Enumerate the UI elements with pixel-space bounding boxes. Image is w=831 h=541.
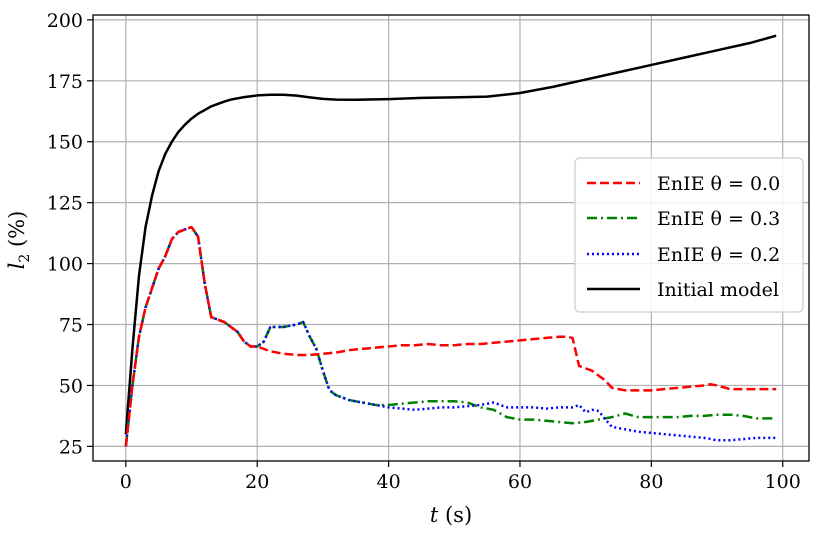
- x-tick-label: 0: [120, 471, 132, 493]
- y-tick-label: 100: [47, 254, 83, 276]
- y-tick-label: 125: [47, 193, 83, 215]
- x-axis-label: t (s): [430, 503, 472, 527]
- x-tick-label: 40: [377, 471, 401, 493]
- y-tick-label: 50: [59, 375, 83, 397]
- y-tick-label: 75: [59, 315, 83, 337]
- y-tick-label: 200: [47, 10, 83, 32]
- ticks: [87, 19, 784, 467]
- legend-label-1: EnIE θ = 0.3: [657, 208, 780, 230]
- legend-label-2: EnIE θ = 0.2: [657, 244, 780, 266]
- y-axis-label: l2 (%): [5, 211, 33, 270]
- legend-label-3: Initial model: [657, 279, 779, 301]
- legend-box: [574, 157, 804, 313]
- y-tick-label: 175: [47, 71, 83, 93]
- x-tick-label: 80: [639, 471, 663, 493]
- plot-frame: [92, 14, 810, 462]
- x-tick-label: 100: [765, 471, 801, 493]
- series-line-3: [124, 34, 777, 435]
- tick-labels: 0 20 40 60 80 100 25 50 75 100 125 150 175 200: [47, 10, 801, 493]
- y-tick-label: 150: [47, 132, 83, 154]
- legend-label-0: EnIE θ = 0.0: [657, 173, 780, 195]
- series-line-1: [124, 225, 777, 447]
- series-group: [124, 34, 777, 447]
- y-tick-label: 25: [59, 436, 83, 458]
- series-line-0: [124, 225, 777, 447]
- x-tick-label: 60: [508, 471, 532, 493]
- x-tick-label: 20: [245, 471, 269, 493]
- legend: EnIE θ = 0.0 EnIE θ = 0.3 EnIE θ = 0.2 I…: [574, 157, 804, 313]
